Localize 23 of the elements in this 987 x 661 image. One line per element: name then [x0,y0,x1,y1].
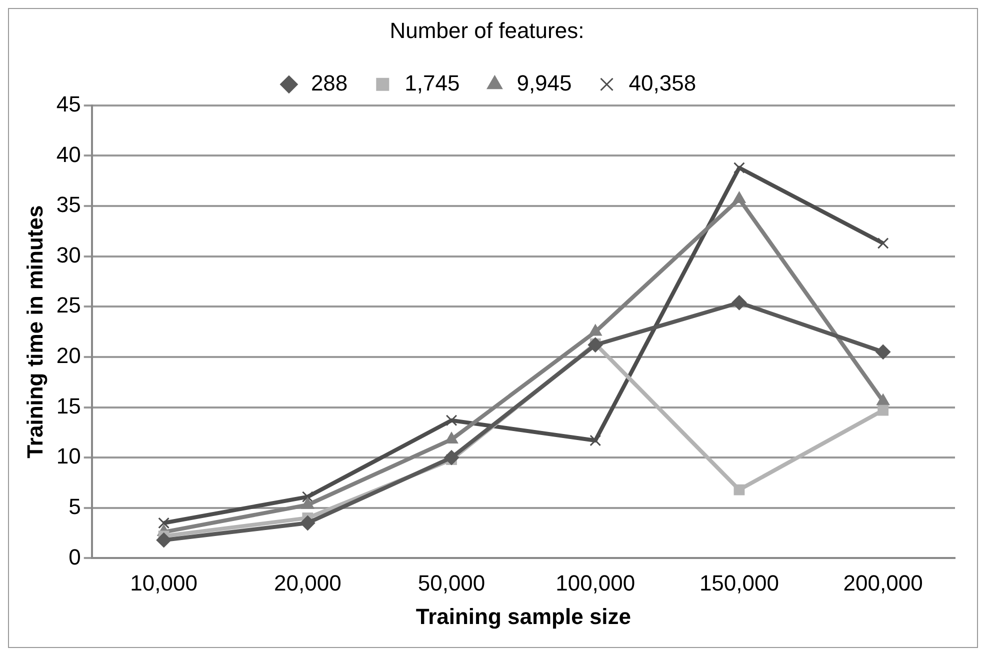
y-tick-label: 25 [56,292,81,318]
x-axis-title: Training sample size [416,604,632,629]
y-tick-label: 40 [56,142,81,167]
x-tick-label: 100,000 [556,570,636,596]
y-axis-title: Training time in minutes [22,205,48,458]
y-tick-label: 0 [68,544,81,570]
legend-label: 1,745 [404,70,460,96]
legend-label: 40,358 [628,70,696,96]
y-tick-label: 30 [56,242,81,268]
x-tick-label: 150,000 [699,570,779,596]
legend-label: 9,945 [516,70,572,96]
x-tick-label: 50,000 [418,570,486,596]
x-tick-label: 20,000 [274,570,342,596]
y-tick-label: 45 [56,91,81,116]
y-tick-label: 5 [68,494,81,519]
legend-label: 288 [310,70,348,96]
y-tick-label: 10 [56,444,81,469]
legend-title: Number of features: [390,18,584,44]
x-tick-label: 200,000 [843,570,923,596]
y-tick-label: 35 [56,192,81,218]
y-tick-label: 20 [56,343,81,368]
x-tick-label: 10,000 [130,570,198,596]
y-tick-label: 15 [56,393,81,418]
